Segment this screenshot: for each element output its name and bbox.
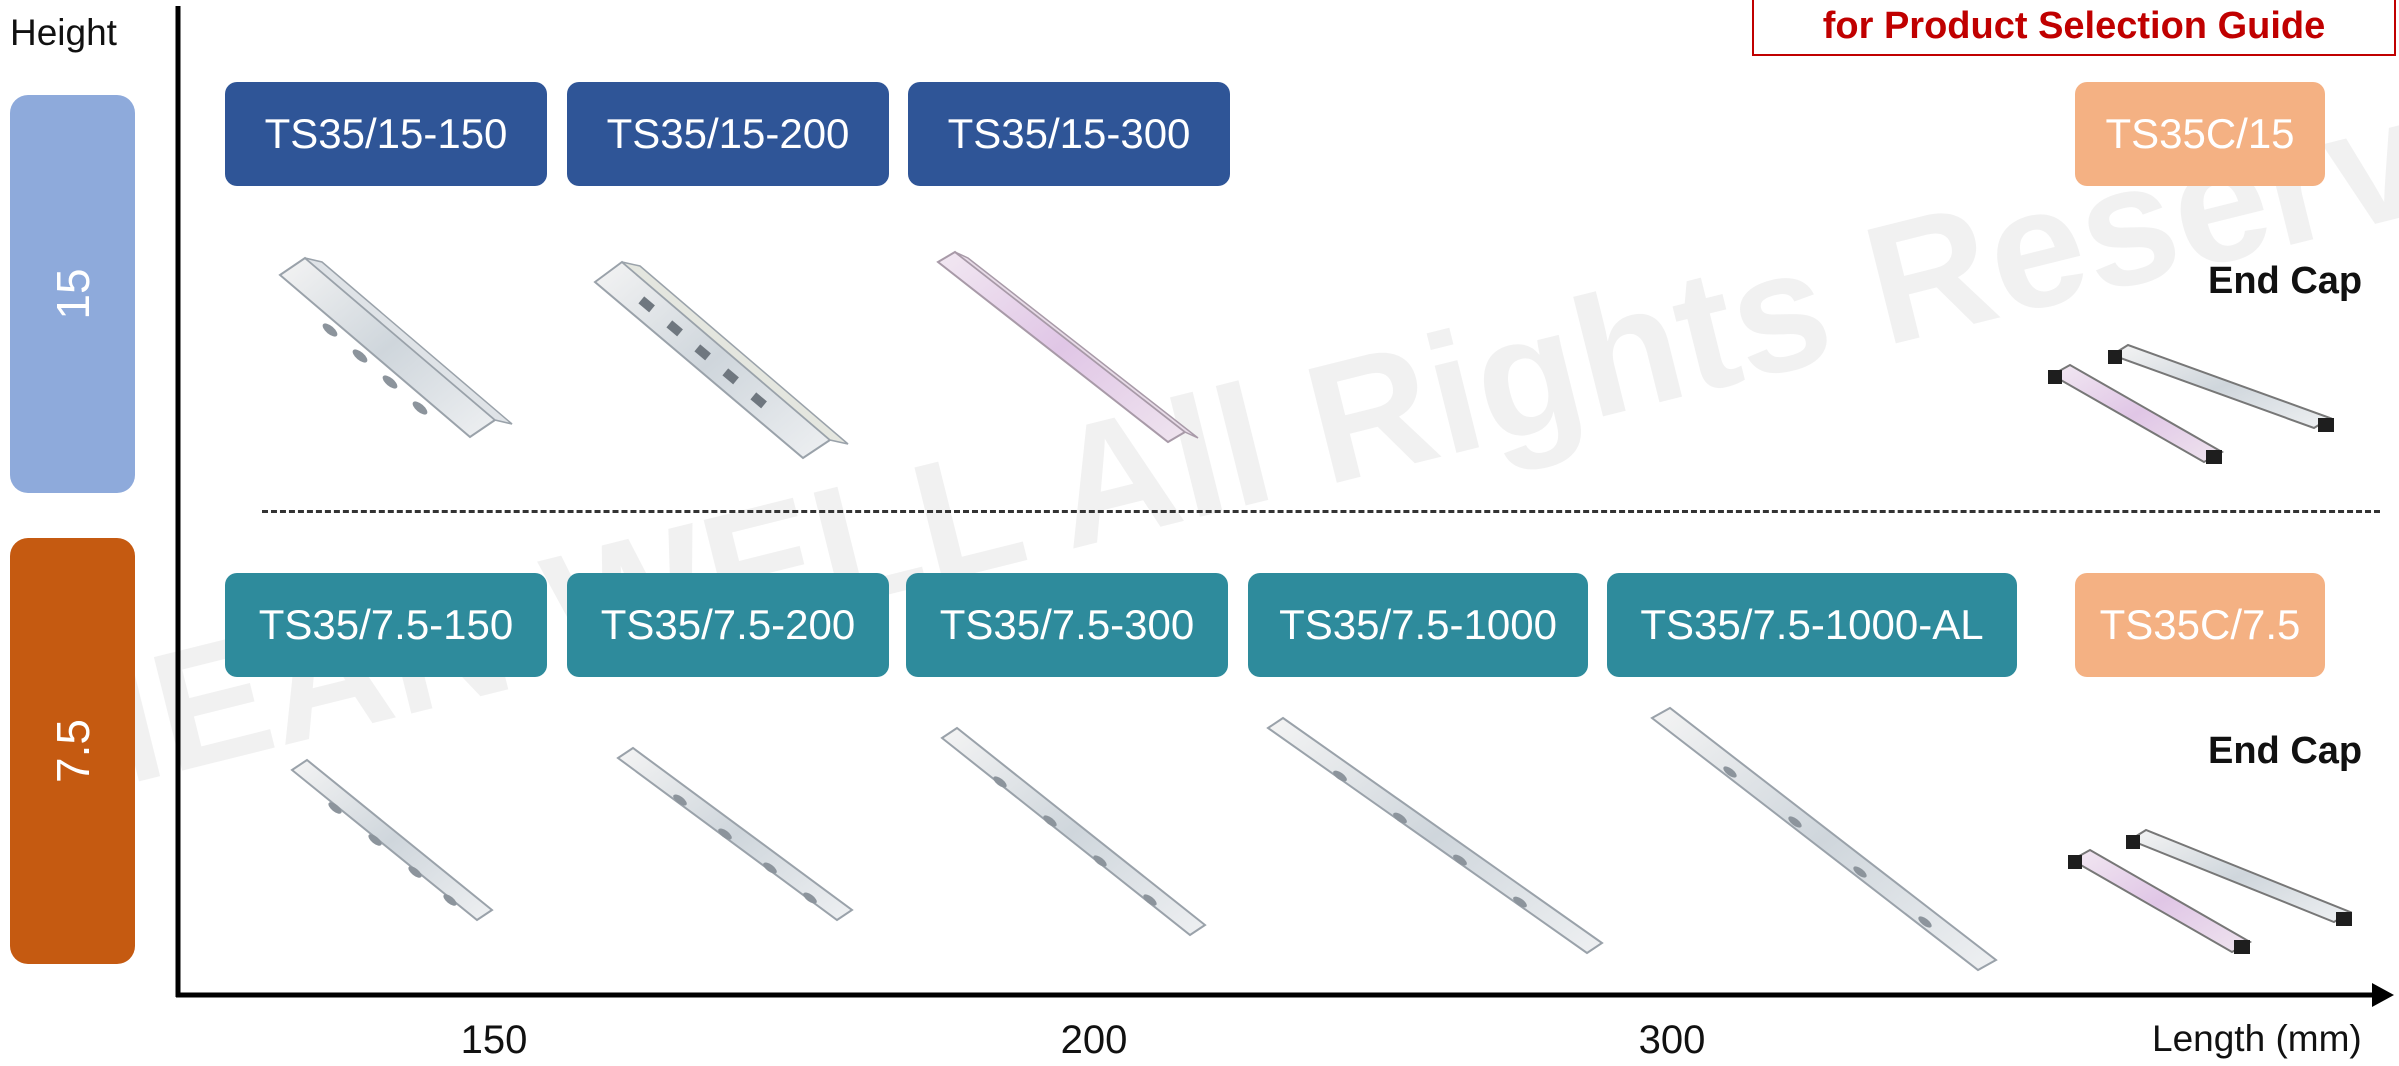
product-ts35c-7-5[interactable]: TS35C/7.5	[2075, 573, 2325, 677]
product-ts35c-15[interactable]: TS35C/15	[2075, 82, 2325, 186]
end-cap-7-5-label: End Cap	[2208, 730, 2363, 772]
end-cap-7-5-image	[2068, 828, 2353, 954]
height-7-5-bar: 7.5	[10, 538, 135, 964]
height-divider	[262, 510, 2380, 513]
length-tick-300: 300	[1638, 1018, 1706, 1062]
height-15-bar: 15	[10, 95, 135, 493]
product-ts35-15-300[interactable]: TS35/15-300	[908, 82, 1230, 186]
x-axis-arrow	[2372, 983, 2394, 1007]
rail-ts35-15-200-image	[593, 260, 849, 460]
rail-ts35-7-5-200-image	[616, 746, 854, 922]
x-axis-title: Length (mm)	[2152, 1018, 2362, 1059]
rail-ts35-15-150-image	[278, 256, 513, 439]
product-ts35-7-5-1000-al[interactable]: TS35/7.5-1000-AL	[1607, 573, 2017, 677]
product-ts35-15-150[interactable]: TS35/15-150	[225, 82, 547, 186]
product-ts35-7-5-150[interactable]: TS35/7.5-150	[225, 573, 547, 677]
rail-ts35-15-300-image	[936, 250, 1199, 444]
length-tick-200: 200	[1060, 1018, 1128, 1062]
end-cap-15-label: End Cap	[2208, 260, 2363, 302]
rail-ts35-7-5-300-image	[940, 726, 1207, 937]
rail-ts35-7-5-1000-image	[1266, 716, 1604, 955]
rail-ts35-7-5-150-image	[290, 758, 494, 922]
product-ts35-7-5-300[interactable]: TS35/7.5-300	[906, 573, 1228, 677]
product-ts35-15-200[interactable]: TS35/15-200	[567, 82, 889, 186]
product-selection-guide-link[interactable]: for Product Selection Guide	[1752, 0, 2396, 56]
rail-ts35-7-5-1000-al-image	[1650, 706, 1998, 972]
product-ts35-7-5-200[interactable]: TS35/7.5-200	[567, 573, 889, 677]
length-tick-150: 150	[460, 1018, 528, 1062]
product-ts35-7-5-1000[interactable]: TS35/7.5-1000	[1248, 573, 1588, 677]
y-axis-title: Height	[10, 12, 117, 53]
end-cap-15-image	[2048, 343, 2334, 464]
